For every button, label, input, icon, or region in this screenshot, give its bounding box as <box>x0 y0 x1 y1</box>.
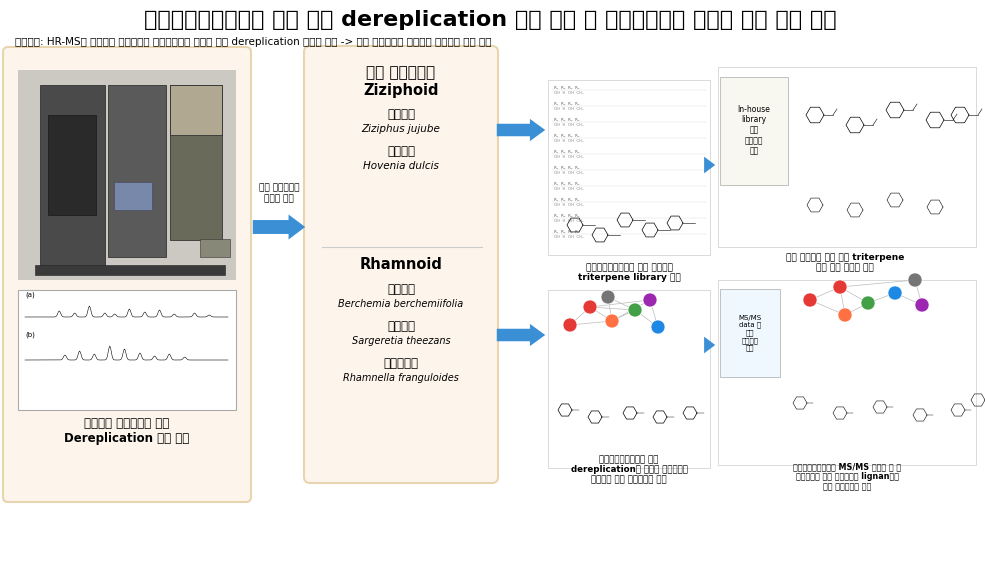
Text: OH  H  OH  CH₃: OH H OH CH₃ <box>554 203 583 207</box>
Text: (a): (a) <box>25 292 34 298</box>
FancyArrowPatch shape <box>496 119 546 141</box>
Text: 기존 보고되지 않은 신규 triterpene
계열 이차 대사체 확보: 기존 보고되지 않은 신규 triterpene 계열 이차 대사체 확보 <box>786 253 904 272</box>
Bar <box>548 80 710 255</box>
Text: OH  H  OH  CH₃: OH H OH CH₃ <box>554 235 583 239</box>
Bar <box>200 239 230 257</box>
Bar <box>170 85 222 240</box>
Circle shape <box>601 290 615 304</box>
Text: 대추나무: 대추나무 <box>387 108 415 121</box>
Text: MS/MS
data 및
분자
네트워크
적용: MS/MS data 및 분자 네트워크 적용 <box>739 315 761 351</box>
FancyArrowPatch shape <box>704 157 715 173</box>
Text: Berchemia berchemiifolia: Berchemia berchemiifolia <box>339 299 464 309</box>
Text: 고해상도질량분석기 기반 대추나무
triterpene library 구족: 고해상도질량분석기 기반 대추나무 triterpene library 구족 <box>577 263 681 282</box>
Text: OH  H  OH  CH₃: OH H OH CH₃ <box>554 219 583 223</box>
Text: R₁  R₂  R₃  R₄: R₁ R₂ R₃ R₄ <box>554 150 579 154</box>
Text: OH  H  OH  CH₃: OH H OH CH₃ <box>554 171 583 175</box>
Text: 자생 갈매나무과: 자생 갈매나무과 <box>366 65 435 80</box>
Text: 까마귀베개: 까마귀베개 <box>383 357 419 370</box>
Bar <box>114 182 152 210</box>
Text: R₁  R₂  R₃  R₄: R₁ R₂ R₃ R₄ <box>554 134 579 138</box>
Bar <box>718 280 976 465</box>
Circle shape <box>605 314 619 328</box>
Circle shape <box>888 286 902 300</box>
Bar <box>18 70 236 280</box>
Circle shape <box>583 300 597 314</box>
Text: OH  H  OH  CH₃: OH H OH CH₃ <box>554 155 583 159</box>
Text: OH  H  OH  CH₃: OH H OH CH₃ <box>554 107 583 111</box>
FancyArrowPatch shape <box>496 324 546 346</box>
FancyBboxPatch shape <box>3 47 251 502</box>
Bar <box>108 85 166 257</box>
Text: OH  H  OH  CH₃: OH H OH CH₃ <box>554 123 583 127</box>
Bar <box>40 85 105 270</box>
Bar <box>548 290 710 468</box>
Text: 연구목표: HR-MS를 활용하여 자생식물의 이차대사체를 밝히는 첨단 dereplication 기법의 확립 -> 자생 갈매나무과 식물들을 대상으로: 연구목표: HR-MS를 활용하여 자생식물의 이차대사체를 밝히는 첨단 de… <box>15 37 492 47</box>
Text: Hovenia dulcis: Hovenia dulcis <box>363 161 439 171</box>
Text: 상동나무: 상동나무 <box>387 320 415 333</box>
Text: Ziziphus jujube: Ziziphus jujube <box>361 124 440 134</box>
Text: 헛개나무: 헛개나무 <box>387 145 415 158</box>
Text: 자생 갈매나무과
식물에 적용: 자생 갈매나무과 식물에 적용 <box>259 184 299 203</box>
Text: OH  H  OH  CH₃: OH H OH CH₃ <box>554 139 583 143</box>
FancyArrowPatch shape <box>704 337 715 353</box>
Circle shape <box>803 293 817 307</box>
Text: 망개나무: 망개나무 <box>387 283 415 296</box>
Circle shape <box>915 298 929 312</box>
Text: R₁  R₂  R₃  R₄: R₁ R₂ R₃ R₄ <box>554 214 579 218</box>
Bar <box>170 85 222 135</box>
Text: R₁  R₂  R₃  R₄: R₁ R₂ R₃ R₄ <box>554 182 579 186</box>
Circle shape <box>651 320 665 334</box>
Text: 고해상도질량분석기 기반 첨단 dereplication 기법 확립 및 유망자원식물 탐색을 위한 적용 연구: 고해상도질량분석기 기반 첨단 dereplication 기법 확립 및 유망… <box>144 10 836 30</box>
Circle shape <box>628 303 642 317</box>
Bar <box>48 115 96 215</box>
Text: R₁  R₂  R₃  R₄: R₁ R₂ R₃ R₄ <box>554 118 579 122</box>
Text: 고해상도 질량분석기 기반
Dereplication 기법 확립: 고해상도 질량분석기 기반 Dereplication 기법 확립 <box>64 417 190 445</box>
Text: Rhamnoid: Rhamnoid <box>360 257 442 272</box>
Circle shape <box>833 280 847 294</box>
Text: 고해상도질량분석기 MS/MS 데이터 및 분
자네트워크 활용 상동나무의 lignan계열
득이 이차대사체 확보: 고해상도질량분석기 MS/MS 데이터 및 분 자네트워크 활용 상동나무의 l… <box>793 462 901 492</box>
Circle shape <box>563 318 577 332</box>
Text: R₁  R₂  R₃  R₄: R₁ R₂ R₃ R₄ <box>554 166 579 170</box>
Circle shape <box>861 296 875 310</box>
Text: R₁  R₂  R₃  R₄: R₁ R₂ R₃ R₄ <box>554 230 579 234</box>
Text: (b): (b) <box>25 332 34 338</box>
Text: 고해상도질량분석기 기반
dereplication을 활용한 망개나무의
색소성분 득이 이차대사체 확보: 고해상도질량분석기 기반 dereplication을 활용한 망개나무의 색소… <box>570 455 688 485</box>
Circle shape <box>908 273 922 287</box>
Text: R₁  R₂  R₃  R₄: R₁ R₂ R₃ R₄ <box>554 102 579 106</box>
Text: Sargeretia theezans: Sargeretia theezans <box>352 336 450 346</box>
FancyBboxPatch shape <box>304 46 498 483</box>
Text: OH  H  OH  CH₃: OH H OH CH₃ <box>554 91 583 95</box>
Bar <box>720 77 788 185</box>
Text: Ziziphoid: Ziziphoid <box>363 83 438 98</box>
Text: R₁  R₂  R₃  R₄: R₁ R₂ R₃ R₄ <box>554 198 579 202</box>
Bar <box>718 67 976 247</box>
Circle shape <box>643 293 657 307</box>
FancyArrowPatch shape <box>253 215 305 240</box>
Text: In-house
library
활용
헛개나무
연구: In-house library 활용 헛개나무 연구 <box>738 105 770 155</box>
Text: OH  H  OH  CH₃: OH H OH CH₃ <box>554 187 583 191</box>
Text: Rhamnella franguloides: Rhamnella franguloides <box>343 373 459 383</box>
Circle shape <box>838 308 852 322</box>
Bar <box>18 290 236 410</box>
Bar <box>35 265 225 275</box>
Bar <box>720 289 780 377</box>
Text: R₁  R₂  R₃  R₄: R₁ R₂ R₃ R₄ <box>554 86 579 90</box>
